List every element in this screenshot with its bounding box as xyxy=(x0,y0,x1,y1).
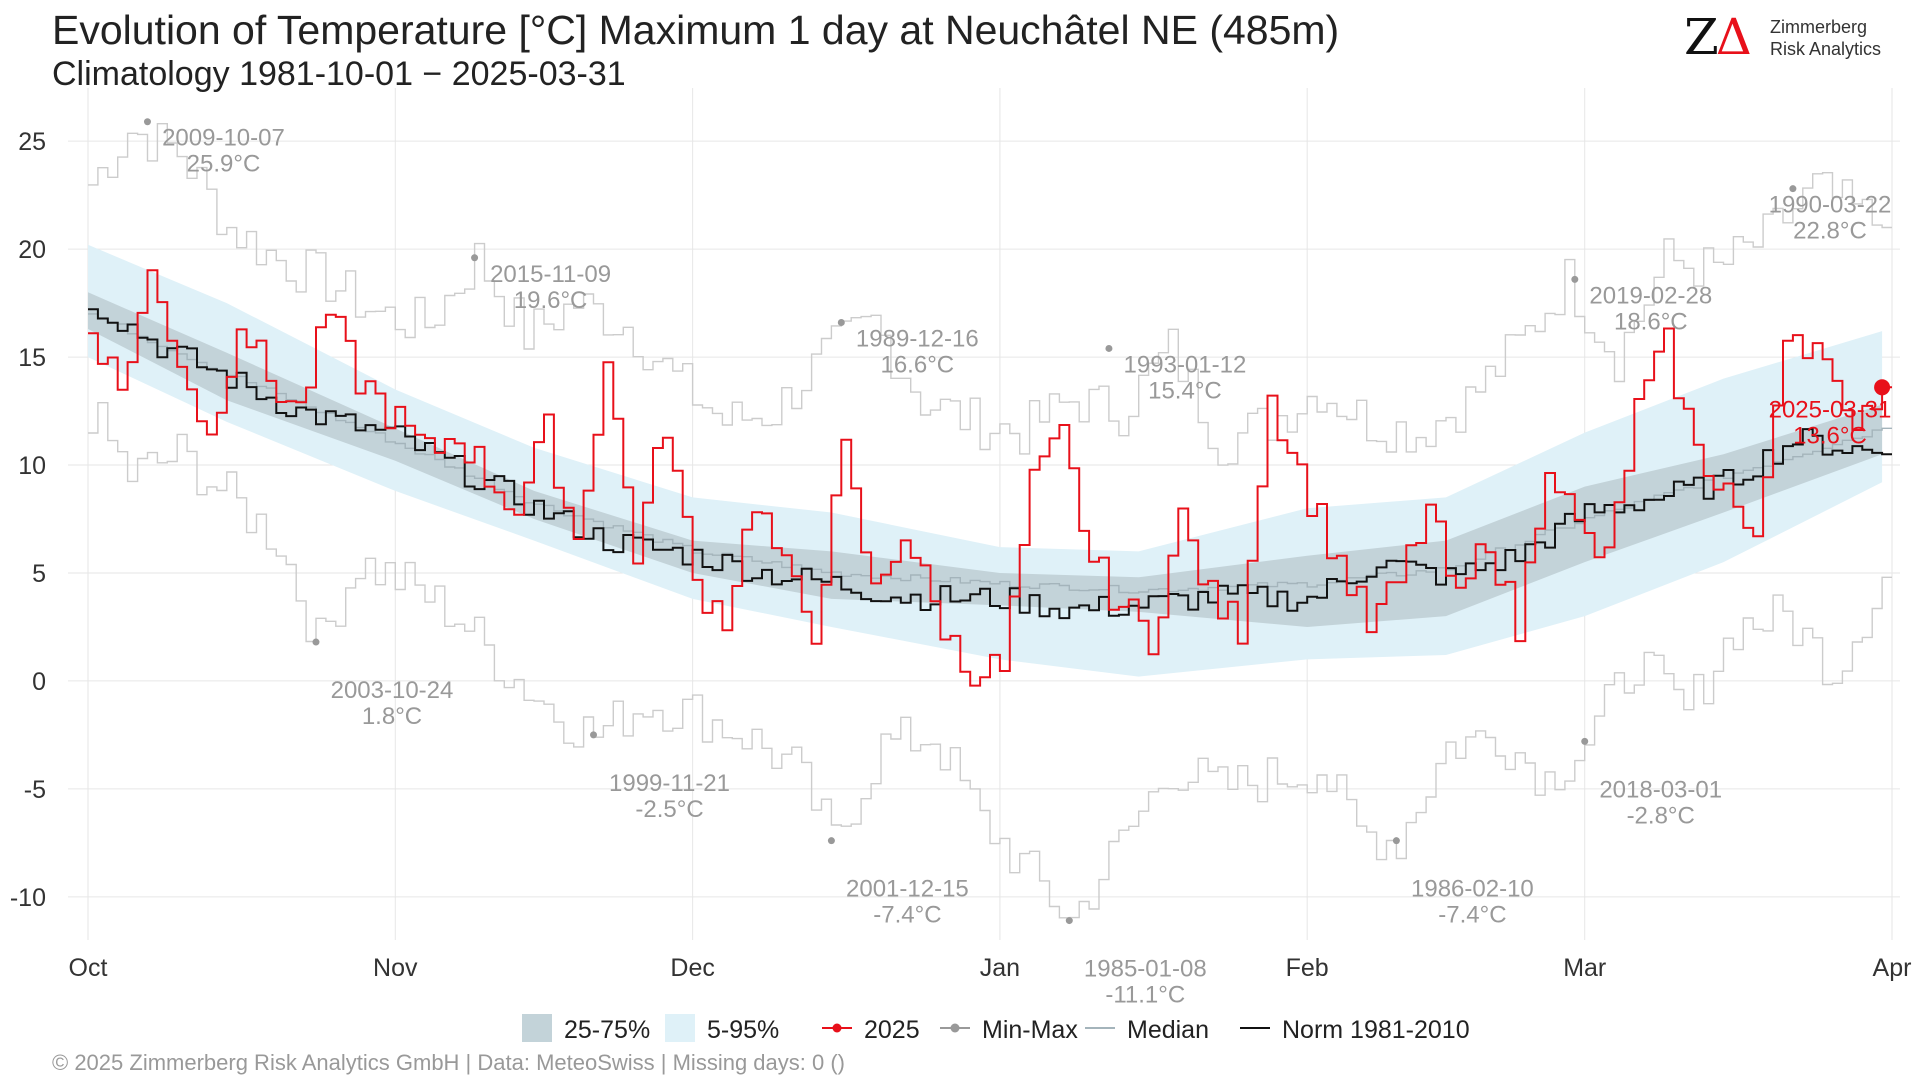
legend-label: 5-95% xyxy=(707,1016,779,1044)
legend-label: Norm 1981-2010 xyxy=(1282,1016,1470,1044)
extreme-point xyxy=(1571,275,1579,283)
x-tick-label: Dec xyxy=(670,954,714,982)
chart-legend: 25-75% 5-95% 2025 Min-Max Median Norm 1981-20… xyxy=(522,1014,1470,1044)
logo-letter: Z xyxy=(1684,8,1719,66)
y-tick-label: 25 xyxy=(18,128,46,156)
band-5-95 xyxy=(88,244,1883,677)
extreme-point xyxy=(1392,837,1400,845)
max-series-line xyxy=(88,123,1892,466)
extreme-point xyxy=(1065,917,1073,925)
annotation-value: 25.9°C xyxy=(187,151,261,178)
y-tick-label: 15 xyxy=(18,344,46,372)
logo-text: Zimmerberg Risk Analytics xyxy=(1770,16,1881,60)
x-tick-label: Mar xyxy=(1563,954,1606,982)
logo-symbol: Δ xyxy=(1715,8,1752,66)
annotation-date: 2003-10-24 xyxy=(331,677,454,704)
y-tick-label: 0 xyxy=(32,668,46,696)
x-tick-label: Apr xyxy=(1873,954,1912,982)
legend-swatch-point xyxy=(832,1023,842,1033)
annotation-value: 16.6°C xyxy=(880,352,954,379)
annotation-date: 1986-02-10 xyxy=(1411,876,1534,903)
annotation-value: -2.8°C xyxy=(1627,802,1695,829)
logo-text-line1: Zimmerberg xyxy=(1770,17,1868,37)
min-series-line xyxy=(88,402,1892,919)
annotation-value: -2.5°C xyxy=(635,796,703,823)
annotation-date: 2001-12-15 xyxy=(846,876,969,903)
annotation-date: 1993-01-12 xyxy=(1124,351,1247,378)
legend-label: Min-Max xyxy=(982,1016,1078,1044)
y-tick-label: 5 xyxy=(32,560,46,588)
extreme-point xyxy=(312,638,320,646)
legend-swatch xyxy=(522,1014,552,1042)
extreme-point xyxy=(827,837,835,845)
annotation-date: 2018-03-01 xyxy=(1599,776,1722,803)
y-tick-label: 10 xyxy=(18,452,46,480)
legend-label: Median xyxy=(1127,1016,1209,1044)
extreme-point xyxy=(1581,737,1589,745)
annotation-value: 15.4°C xyxy=(1148,377,1222,404)
annotation-date: 1985-01-08 xyxy=(1084,956,1207,983)
x-tick-label: Nov xyxy=(373,954,418,982)
extreme-point xyxy=(590,731,598,739)
y-tick-label: -5 xyxy=(24,776,46,804)
annotation-date: 1999-11-21 xyxy=(609,770,730,797)
legend-swatch-point xyxy=(950,1023,960,1033)
chart-header: Evolution of Temperature [°C] Maximum 1 … xyxy=(52,6,1552,94)
annotation-date: 2025-03-31 xyxy=(1769,396,1892,423)
x-tick-label: Feb xyxy=(1286,954,1329,982)
band-25-75 xyxy=(88,292,1883,627)
annotation-date: 1989-12-16 xyxy=(856,326,979,353)
legend-label: 2025 xyxy=(864,1016,920,1044)
annotation-value: -11.1°C xyxy=(1105,982,1185,1009)
extreme-point xyxy=(143,118,151,126)
x-tick-label: Jan xyxy=(980,954,1020,982)
extreme-point xyxy=(837,319,845,327)
logo-text-line2: Risk Analytics xyxy=(1770,39,1882,59)
extreme-point xyxy=(471,254,479,262)
annotation-date: 2015-11-09 xyxy=(490,261,611,288)
series-2025-line xyxy=(88,269,1892,687)
annotation-value: 18.6°C xyxy=(1614,308,1688,335)
x-tick-label: Oct xyxy=(69,954,108,982)
current-value-point xyxy=(1874,379,1891,396)
extreme-point xyxy=(1789,185,1797,193)
chart-title: Evolution of Temperature [°C] Maximum 1 … xyxy=(52,7,1340,53)
annotation-value: -7.4°C xyxy=(1438,902,1506,929)
extreme-point xyxy=(1105,344,1113,352)
legend-label: 25-75% xyxy=(564,1016,650,1044)
annotation-date: 2009-10-07 xyxy=(162,125,285,152)
y-tick-label: -10 xyxy=(10,884,46,912)
annotation-value: 22.8°C xyxy=(1793,218,1867,245)
chart-subtitle: Climatology 1981-10-01 − 2025-03-31 xyxy=(52,55,626,93)
legend-swatch xyxy=(665,1014,695,1042)
median-series-line xyxy=(88,313,1892,594)
annotation-value: -7.4°C xyxy=(873,902,941,929)
annotation-value: 19.6°C xyxy=(514,287,588,314)
annotation-date: 1990-03-22 xyxy=(1769,192,1892,219)
logo-mark: ZΔ xyxy=(1684,8,1752,66)
company-logo: ZΔ Zimmerberg Risk Analytics xyxy=(1684,8,1894,68)
annotation-date: 2019-02-28 xyxy=(1589,282,1712,309)
annotation-value: 13.6°C xyxy=(1793,422,1867,449)
y-tick-label: 20 xyxy=(18,236,46,264)
footer-credits: © 2025 Zimmerberg Risk Analytics GmbH | … xyxy=(52,1050,845,1075)
annotation-value: 1.8°C xyxy=(362,703,422,730)
